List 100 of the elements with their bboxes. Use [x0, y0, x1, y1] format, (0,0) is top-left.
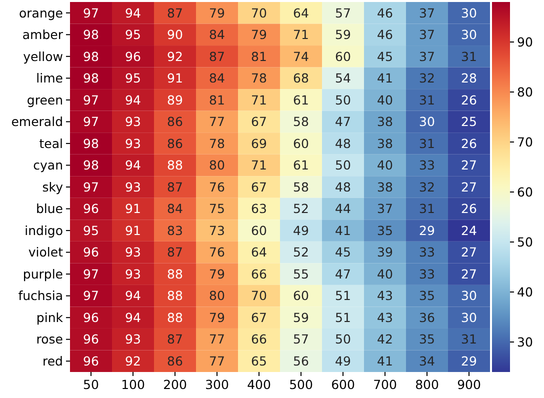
data-label: 27	[461, 244, 477, 260]
x-tick-label: 100	[121, 377, 145, 392]
data-label: 83	[167, 222, 183, 238]
data-label: 50	[335, 158, 351, 173]
data-label: 24	[461, 222, 477, 238]
data-label: 29	[419, 222, 435, 238]
data-label: 77	[209, 114, 225, 130]
data-label: 52	[293, 201, 309, 216]
color-bar-label: 30	[517, 334, 533, 350]
data-label: 87	[167, 179, 183, 194]
data-label: 93	[125, 114, 141, 130]
data-label: 60	[293, 288, 309, 304]
data-label: 68	[293, 70, 309, 86]
data-label: 71	[251, 92, 267, 108]
data-label: 50	[335, 92, 351, 108]
data-label: 67	[251, 114, 267, 130]
data-label: 65	[251, 353, 267, 368]
data-label: 49	[293, 222, 309, 238]
data-label: 90	[167, 27, 183, 42]
color-bar-label: 80	[517, 84, 533, 100]
data-label: 98	[83, 70, 99, 86]
data-label: 79	[209, 266, 225, 282]
data-label: 27	[461, 158, 477, 173]
data-label: 37	[377, 201, 393, 216]
data-label: 93	[125, 266, 141, 282]
data-label: 64	[251, 244, 267, 260]
data-label: 30	[461, 310, 477, 325]
data-label: 30	[461, 27, 477, 42]
data-label: 50	[335, 332, 351, 347]
data-label: 45	[335, 244, 351, 260]
data-label: 44	[335, 201, 351, 216]
data-label: 38	[377, 179, 393, 194]
data-label: 32	[419, 179, 435, 194]
x-tick-label: 400	[247, 377, 271, 392]
data-label: 84	[167, 201, 183, 216]
x-tick-label: 700	[373, 377, 397, 392]
y-tick-label: red	[42, 353, 63, 368]
data-label: 94	[125, 288, 141, 304]
data-label: 88	[167, 310, 183, 325]
data-label: 33	[419, 158, 435, 173]
data-label: 97	[83, 92, 99, 108]
y-tick-label: teal	[39, 136, 63, 151]
data-label: 26	[461, 201, 477, 216]
data-label: 98	[83, 158, 99, 173]
data-label: 94	[125, 310, 141, 325]
y-tick-label: lime	[36, 70, 64, 86]
data-label: 48	[335, 179, 351, 194]
data-label: 30	[461, 5, 477, 20]
data-label: 74	[293, 48, 309, 64]
data-label: 92	[167, 48, 183, 64]
data-label: 97	[83, 266, 99, 282]
data-label: 40	[377, 158, 393, 173]
y-tick-label: indigo	[24, 222, 63, 238]
data-label: 94	[125, 5, 141, 20]
data-label: 27	[461, 266, 477, 282]
data-label: 38	[377, 136, 393, 151]
data-label: 96	[125, 48, 141, 64]
data-label: 79	[251, 27, 267, 42]
data-label: 46	[377, 5, 393, 20]
data-label: 70	[251, 288, 267, 304]
data-label: 37	[419, 5, 435, 20]
x-tick-label: 300	[205, 377, 229, 392]
data-label: 27	[461, 179, 477, 194]
data-label: 51	[335, 288, 351, 304]
data-label: 76	[209, 244, 225, 260]
data-label: 77	[209, 332, 225, 347]
data-label: 60	[293, 136, 309, 151]
data-label: 60	[335, 48, 351, 64]
data-label: 41	[377, 353, 393, 368]
data-label: 96	[83, 310, 99, 325]
data-label: 94	[125, 158, 141, 173]
data-label: 58	[293, 179, 309, 194]
y-tick-label: purple	[22, 266, 64, 282]
data-label: 67	[251, 179, 267, 194]
data-label: 56	[293, 353, 309, 368]
data-label: 40	[377, 266, 393, 282]
data-label: 66	[251, 266, 267, 282]
data-label: 63	[251, 201, 267, 216]
y-tick-label: violet	[28, 244, 64, 260]
data-label: 86	[167, 353, 183, 368]
data-label: 48	[335, 136, 351, 151]
x-tick-label: 900	[457, 377, 481, 392]
data-label: 57	[293, 332, 309, 347]
data-label: 97	[83, 179, 99, 194]
y-tick-label: yellow	[23, 48, 63, 64]
data-label: 40	[377, 92, 393, 108]
data-label: 71	[251, 158, 267, 173]
data-label: 41	[335, 222, 351, 238]
color-bar-label: 70	[517, 134, 533, 150]
data-label: 91	[167, 70, 183, 86]
data-label: 36	[419, 310, 435, 325]
data-label: 37	[419, 48, 435, 64]
data-label: 31	[419, 92, 435, 108]
data-label: 86	[167, 136, 183, 151]
data-label: 93	[125, 332, 141, 347]
data-label: 84	[209, 70, 225, 86]
data-label: 35	[377, 222, 393, 238]
data-label: 45	[377, 48, 393, 64]
data-label: 66	[251, 332, 267, 347]
data-label: 61	[293, 158, 309, 173]
